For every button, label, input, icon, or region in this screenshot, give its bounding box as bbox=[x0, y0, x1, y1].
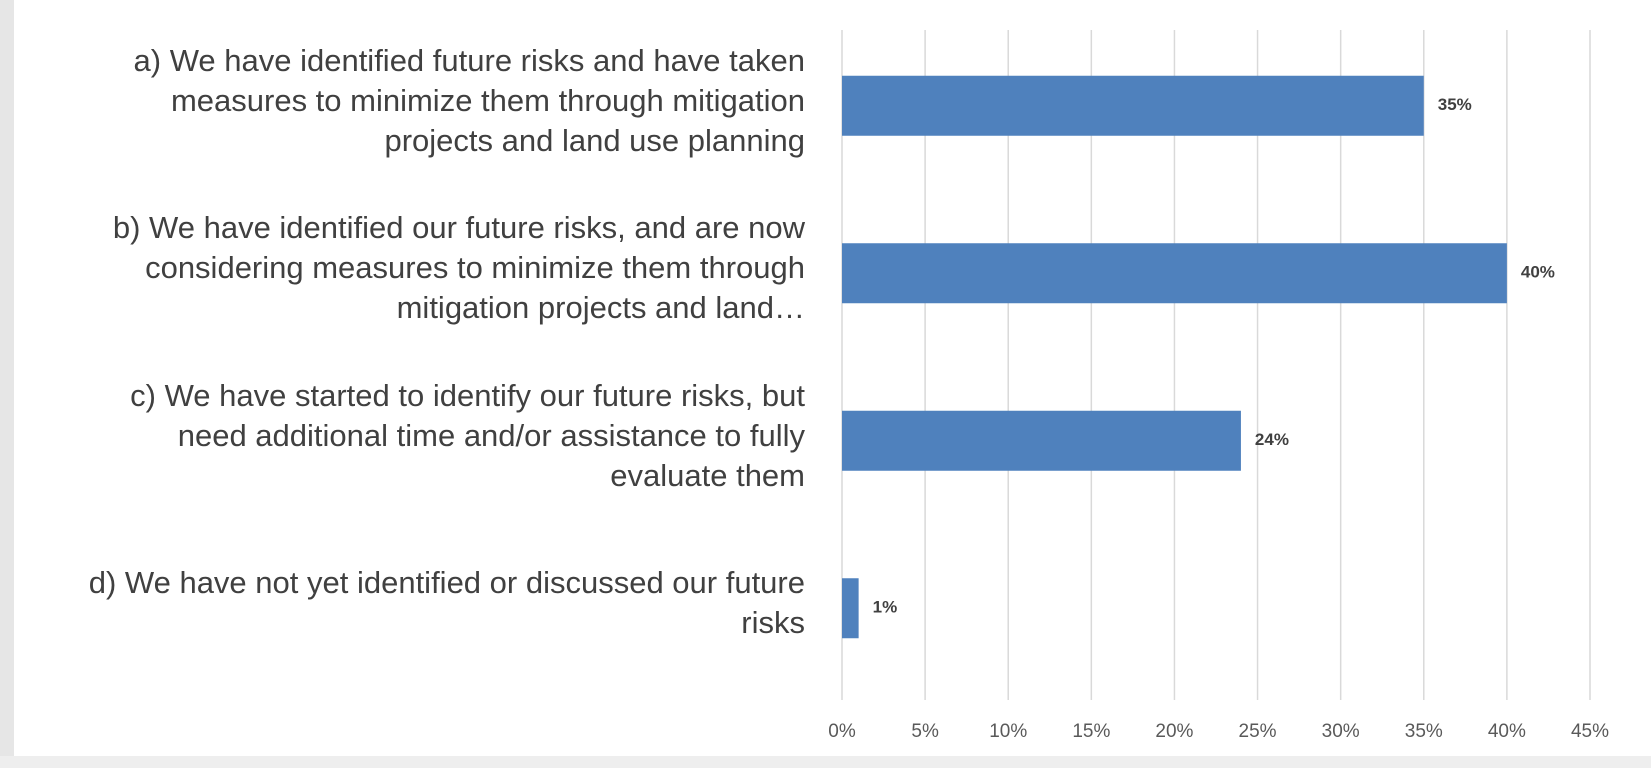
category-text: a) We have identified future risks and h… bbox=[133, 42, 805, 158]
frame-left bbox=[0, 0, 14, 768]
x-tick-label: 20% bbox=[1155, 721, 1193, 742]
x-tick-label: 45% bbox=[1571, 721, 1609, 742]
data-label: 40% bbox=[1521, 263, 1555, 282]
x-tick-label: 35% bbox=[1405, 721, 1443, 742]
x-tick-label: 25% bbox=[1239, 721, 1277, 742]
data-label: 24% bbox=[1255, 430, 1289, 449]
category-label: a) We have identified future risks and h… bbox=[70, 22, 805, 179]
category-label: c) We have started to identify our futur… bbox=[70, 357, 805, 514]
frame-bottom bbox=[0, 756, 1651, 768]
x-tick-label: 0% bbox=[828, 721, 856, 742]
x-tick-label: 5% bbox=[911, 721, 939, 742]
x-tick-label: 30% bbox=[1322, 721, 1360, 742]
category-label: d) We have not yet identified or discuss… bbox=[70, 525, 805, 682]
category-text: d) We have not yet identified or discuss… bbox=[88, 565, 805, 640]
bar bbox=[842, 578, 859, 639]
bar bbox=[842, 243, 1507, 304]
data-label: 1% bbox=[873, 598, 898, 617]
x-tick-label: 15% bbox=[1072, 721, 1110, 742]
data-label: 35% bbox=[1438, 95, 1472, 114]
x-tick-label: 10% bbox=[989, 721, 1027, 742]
category-label: b) We have identified our future risks, … bbox=[70, 190, 805, 347]
category-text: b) We have identified our future risks, … bbox=[112, 210, 805, 325]
bar bbox=[842, 75, 1424, 136]
bar bbox=[842, 410, 1241, 471]
x-tick-label: 40% bbox=[1488, 721, 1526, 742]
category-text: c) We have started to identify our futur… bbox=[130, 377, 805, 493]
